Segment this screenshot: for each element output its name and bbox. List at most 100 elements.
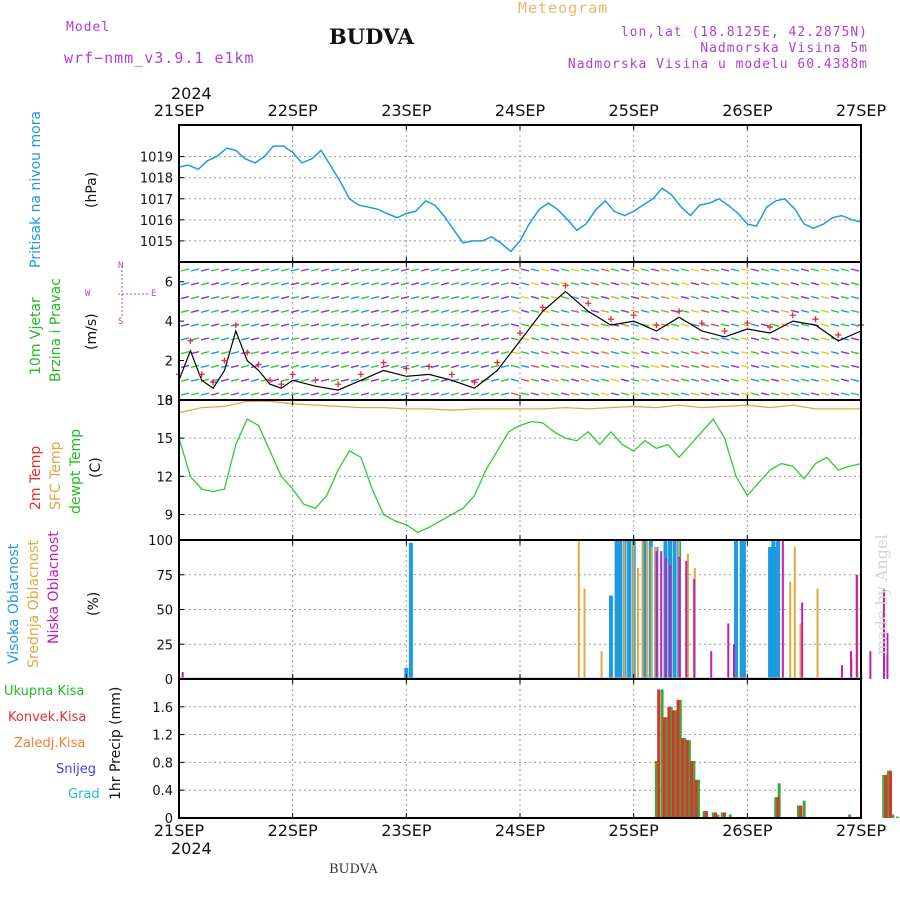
wind-arrow bbox=[720, 282, 730, 286]
wind-arrow bbox=[200, 337, 210, 341]
wind-arrow bbox=[330, 295, 340, 300]
data-layer bbox=[176, 145, 899, 818]
wind-arrow bbox=[800, 282, 810, 286]
wind-arrow bbox=[320, 295, 330, 300]
cloud-bar bbox=[710, 651, 713, 679]
wind-arrow bbox=[390, 282, 400, 286]
cloud-unit: (%) bbox=[86, 591, 102, 616]
wind-arrow bbox=[240, 364, 250, 369]
wind-arrow bbox=[290, 295, 300, 300]
wind-arrow bbox=[580, 337, 590, 341]
y-tick-label: 1.6 bbox=[152, 701, 173, 716]
wind-arrow bbox=[430, 309, 440, 314]
wind-ylabel-1: 10m Vjetar bbox=[28, 297, 44, 375]
wind-arrow bbox=[370, 337, 380, 341]
wind-arrow bbox=[550, 268, 560, 272]
wind-speed-line bbox=[178, 290, 862, 391]
wind-arrow bbox=[540, 268, 550, 272]
wind-arrow bbox=[300, 295, 310, 300]
wind-arrow bbox=[200, 268, 210, 272]
wind-arrow bbox=[770, 350, 780, 355]
wind-arrow bbox=[840, 378, 850, 382]
model-elevation-label: Nadmorska Visina u modelu 60.4388m bbox=[567, 57, 868, 72]
wind-arrow bbox=[610, 282, 620, 286]
wind-arrow bbox=[610, 309, 620, 314]
wind-arrow bbox=[430, 378, 440, 382]
wind-arrow bbox=[680, 392, 690, 396]
wind-arrow bbox=[850, 350, 860, 355]
wind-arrow bbox=[280, 309, 290, 314]
year-label: 2024 bbox=[171, 839, 212, 858]
wind-arrow bbox=[600, 364, 610, 369]
legend-frz-precip: Zaledj.Kisa bbox=[14, 736, 86, 751]
wind-arrow bbox=[260, 268, 270, 272]
wind-arrow bbox=[790, 282, 800, 286]
wind-gust-marker bbox=[835, 331, 842, 338]
wind-arrow bbox=[290, 309, 300, 314]
wind-arrow bbox=[380, 323, 390, 327]
wind-arrow bbox=[770, 282, 780, 286]
wind-arrow bbox=[510, 282, 520, 286]
wind-arrow bbox=[180, 309, 190, 314]
wind-gust-marker bbox=[278, 381, 285, 388]
wind-arrow bbox=[620, 378, 630, 382]
pressure-ylabel: Pritisak na nivou mora bbox=[28, 110, 44, 268]
wind-arrow bbox=[700, 268, 710, 272]
wind-arrow bbox=[790, 268, 800, 272]
wind-arrow bbox=[380, 337, 390, 341]
cloud-bar bbox=[646, 540, 649, 679]
legend-total-precip: Ukupna Kisa bbox=[4, 684, 85, 699]
elevation-label: Nadmorska Visina 5m bbox=[700, 41, 868, 56]
wind-arrow bbox=[680, 295, 690, 300]
wind-gust-marker bbox=[539, 304, 546, 311]
wind-arrow bbox=[320, 378, 330, 382]
wind-gust-marker bbox=[198, 371, 205, 378]
cloud-bar bbox=[660, 551, 663, 679]
conv-precip-bar bbox=[685, 740, 689, 818]
wind-arrow bbox=[280, 268, 290, 272]
wind-arrow bbox=[460, 392, 470, 396]
frame-layer bbox=[118, 124, 862, 819]
wind-arrow bbox=[730, 392, 740, 396]
wind-gust-marker bbox=[312, 377, 319, 384]
pressure-line bbox=[178, 145, 862, 253]
wind-arrow bbox=[620, 364, 630, 369]
wind-arrow bbox=[670, 295, 680, 300]
wind-gust-marker bbox=[789, 312, 796, 319]
total-precip-bar bbox=[886, 770, 890, 818]
wind-arrow bbox=[180, 295, 190, 300]
wind-ylabel-2: Brzina i Pravac bbox=[48, 278, 64, 382]
wind-arrow bbox=[260, 295, 270, 300]
conv-precip-bar bbox=[889, 770, 893, 818]
wind-arrow bbox=[360, 268, 370, 272]
wind-arrow bbox=[790, 364, 800, 369]
wind-arrow bbox=[660, 295, 670, 300]
wind-arrow bbox=[290, 392, 300, 396]
wind-arrow bbox=[580, 282, 590, 286]
wind-arrow bbox=[480, 268, 490, 272]
wind-arrow bbox=[520, 392, 530, 396]
wind-arrow bbox=[580, 350, 590, 355]
wind-arrow bbox=[470, 364, 480, 369]
wind-arrow bbox=[370, 392, 380, 396]
conv-precip-bar bbox=[704, 811, 708, 818]
wind-arrow bbox=[340, 350, 350, 355]
wind-arrow bbox=[190, 323, 200, 327]
conv-precip-bar bbox=[671, 710, 675, 818]
wind-arrow bbox=[790, 350, 800, 355]
wind-arrow bbox=[590, 268, 600, 272]
wind-arrow bbox=[210, 295, 220, 300]
x-tick-label: 24SEP bbox=[495, 821, 546, 840]
wind-arrow bbox=[310, 323, 320, 327]
wind-arrow bbox=[700, 337, 710, 341]
wind-arrow bbox=[780, 309, 790, 314]
wind-arrow bbox=[580, 323, 590, 327]
total-precip-bar bbox=[654, 761, 658, 818]
wind-arrow bbox=[180, 378, 190, 382]
wind-arrow bbox=[480, 309, 490, 314]
wind-arrow bbox=[540, 323, 550, 327]
cloud-bar bbox=[768, 546, 773, 679]
wind-arrow bbox=[500, 378, 510, 382]
total-precip-bar bbox=[669, 706, 673, 818]
wind-arrow bbox=[250, 378, 260, 382]
